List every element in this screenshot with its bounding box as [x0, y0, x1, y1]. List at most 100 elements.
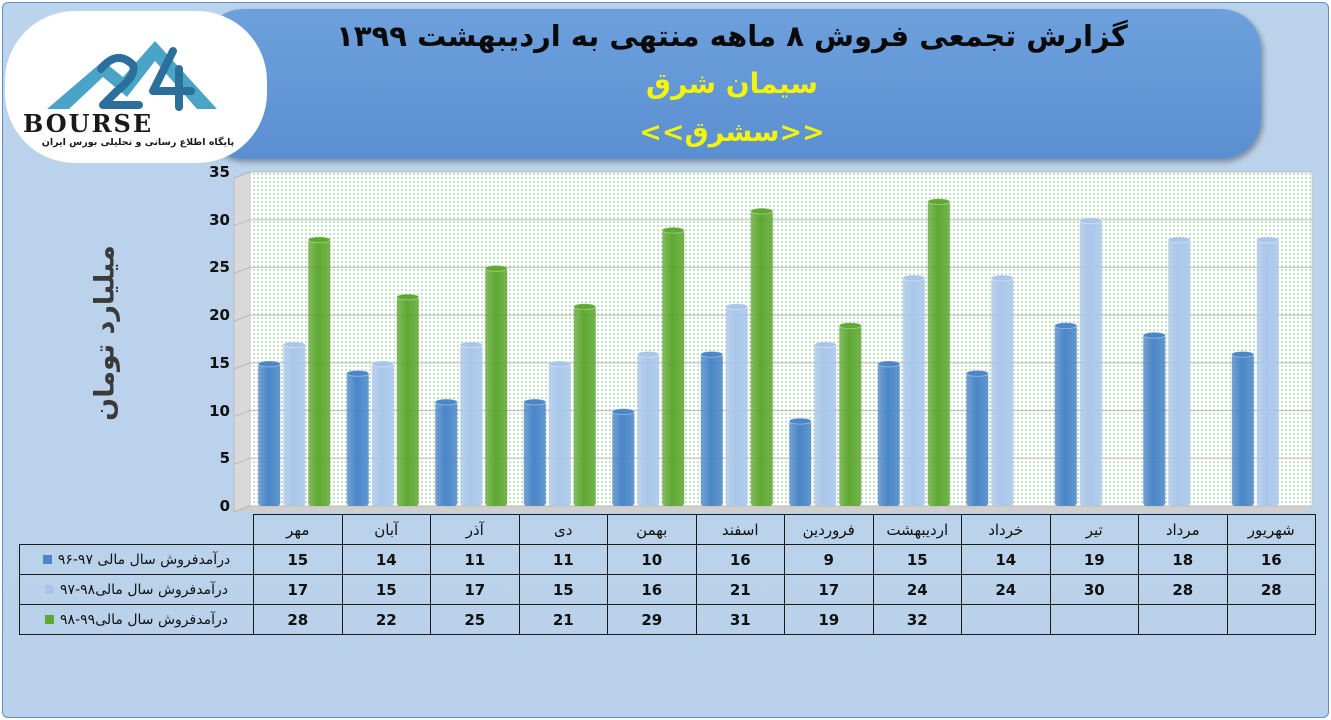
bar-s1-8: [877, 362, 900, 506]
data-cell: 15: [872, 544, 962, 575]
bar-s1-9: [966, 372, 989, 506]
bar-s1-7: [789, 420, 812, 506]
data-cell: 14: [961, 544, 1051, 575]
y-tick-label: 35: [209, 163, 230, 181]
y-tick-label: 15: [209, 353, 230, 372]
bar-s1-12: [1231, 353, 1254, 506]
legend-entry: درآمدفروش سال مالی۹۸-۹۷: [19, 574, 254, 605]
data-cell: 21: [695, 574, 785, 605]
bar-s2-1: [283, 343, 306, 506]
data-cell: 31: [695, 604, 785, 635]
bar-top-s2-7: [813, 341, 837, 349]
gridline-side: [233, 219, 251, 227]
category-label: فروردین: [784, 514, 874, 545]
plot-floor: [234, 506, 1312, 512]
bar-s1-11: [1143, 334, 1166, 506]
data-cell: 16: [695, 544, 785, 575]
y-tick-label: 0: [219, 497, 230, 515]
bar-s3-2: [396, 296, 419, 506]
gridline-side: [233, 314, 251, 322]
data-cell: 11: [430, 544, 520, 575]
data-cell: 24: [961, 574, 1051, 605]
bar-s3-1: [308, 238, 331, 507]
category-label: بهمن: [607, 514, 697, 545]
bar-s1-1: [258, 362, 281, 506]
data-cell: 29: [607, 604, 697, 635]
table-row: درآمدفروش سال مالی ۹۷-۹۶ 15 14 11 11 10 16 9 15 1…: [19, 544, 1316, 575]
bar-top-s3-3: [484, 264, 508, 272]
bar-top-s1-8: [877, 360, 901, 368]
bar-s1-5: [612, 410, 635, 506]
company-name: سیمان شرق: [646, 67, 818, 100]
data-table: مهر آبان آذر دی بهمن اسفند فروردین اردیبهشت خردا…: [19, 514, 1316, 635]
bar-top-s2-12: [1256, 236, 1280, 244]
data-cell: 15: [518, 574, 608, 605]
bar-top-s3-2: [396, 293, 420, 301]
legend-label: درآمدفروش سال مالی ۹۷-۹۶: [57, 551, 231, 568]
data-cell: 17: [784, 574, 874, 605]
bar-top-s2-8: [902, 274, 926, 282]
bar-s1-10: [1054, 324, 1077, 506]
data-cell: 19: [784, 604, 874, 635]
bar-s2-8: [902, 276, 925, 506]
y-axis-ticks: 0 5 10 15 20 25 30 35: [190, 0, 230, 720]
bar-top-s3-7: [838, 322, 862, 330]
category-label: اردیبهشت: [872, 514, 962, 545]
y-tick-label: 30: [209, 210, 230, 229]
bar-s1-4: [523, 401, 546, 506]
data-cell: 19: [1049, 544, 1139, 575]
bar-top-s1-3: [434, 398, 458, 406]
gridline-side: [233, 362, 251, 370]
data-cell: 22: [341, 604, 431, 635]
bourse24-logo: BOURSE پایگاه اطلاع رسانی و تحلیلی بورس …: [5, 11, 267, 163]
bar-top-s3-1: [307, 236, 331, 244]
category-label: تیر: [1049, 514, 1139, 545]
bar-s2-5: [637, 353, 660, 506]
category-label: اسفند: [695, 514, 785, 545]
bar-top-s1-5: [611, 408, 635, 416]
bar-s2-9: [991, 276, 1014, 506]
data-cell: 17: [253, 574, 343, 605]
category-label: شهریور: [1226, 514, 1316, 545]
bar-top-s2-1: [282, 341, 306, 349]
y-tick-label: 10: [209, 401, 230, 420]
legend-swatch-icon: [45, 585, 55, 594]
data-cell: 24: [872, 574, 962, 605]
legend-entry: درآمدفروش سال مالی۹۹-۹۸: [19, 604, 254, 635]
data-cell: 28: [253, 604, 343, 635]
table-corner: [20, 515, 254, 545]
bar-s3-4: [573, 305, 596, 506]
gridline-side: [233, 266, 251, 274]
data-cell: 9: [784, 544, 874, 575]
bar-top-s1-11: [1142, 331, 1166, 339]
data-cell: 16: [607, 574, 697, 605]
data-cell: 10: [607, 544, 697, 575]
bar-top-s3-8: [927, 198, 951, 206]
bar-s3-6: [750, 210, 773, 506]
bar-top-s1-12: [1231, 350, 1255, 358]
bar-s1-2: [346, 372, 369, 506]
bar-top-s2-11: [1167, 236, 1191, 244]
data-cell: [1049, 604, 1139, 635]
data-cell: 16: [1226, 544, 1316, 575]
bar-top-s1-9: [965, 369, 989, 377]
bar-s2-7: [814, 343, 837, 506]
data-cell: 21: [518, 604, 608, 635]
gridline-side: [233, 457, 251, 465]
legend-entry: درآمدفروش سال مالی ۹۷-۹۶: [19, 544, 254, 575]
bar-top-s1-1: [257, 360, 281, 368]
table-row: درآمدفروش سال مالی۹۸-۹۷ 17 15 17 15 16 21 17 24 2…: [19, 574, 1316, 605]
legend-label: درآمدفروش سال مالی۹۹-۹۸: [60, 611, 228, 628]
bar-s3-5: [662, 229, 685, 506]
bar-s2-6: [725, 305, 748, 506]
table-row: درآمدفروش سال مالی۹۹-۹۸ 28 22 25 21 29 31 19 32: [19, 604, 1316, 635]
data-cell: 11: [518, 544, 608, 575]
gridline-side: [233, 410, 251, 418]
category-label: آذر: [430, 514, 520, 545]
y-tick-label: 5: [219, 449, 230, 468]
category-label: دی: [518, 514, 608, 545]
bar-s2-4: [548, 362, 571, 506]
chart-title: گزارش تجمعی فروش ۸ ماهه منتهی به اردیبهش…: [336, 19, 1128, 53]
legend-swatch-icon: [42, 555, 52, 564]
bar-s2-2: [371, 362, 394, 506]
